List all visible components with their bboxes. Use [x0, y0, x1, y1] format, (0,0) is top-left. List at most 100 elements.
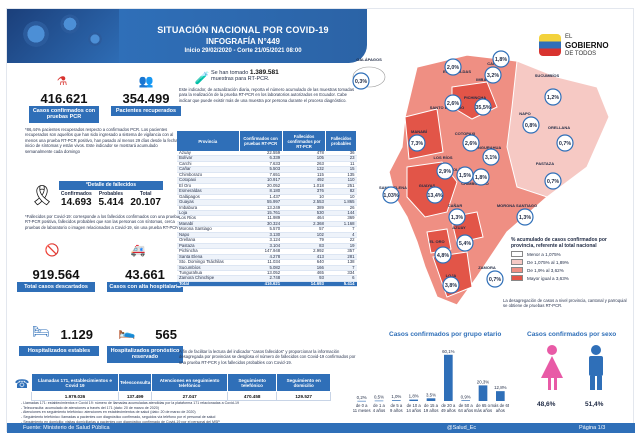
- amazon-region: [506, 60, 610, 198]
- age-bar: [426, 398, 436, 401]
- male-percent: 51,4%: [585, 401, 604, 408]
- hosp-stable-label: Hospitalizados estables: [19, 346, 99, 357]
- province-value: 7: [325, 265, 357, 272]
- province-percent-bubble: 0,3%: [352, 72, 370, 90]
- province-name: Chimborazo: [177, 172, 239, 179]
- percent-circle: [436, 162, 454, 180]
- province-value: 1.865: [325, 199, 357, 206]
- province-value: 8.180: [239, 188, 283, 195]
- infographic: SITUACIÓN NACIONAL POR COVID-19 INFOGRAF…: [6, 8, 635, 433]
- hosp-reserved-label: Hospitalizados pronóstico reservado: [107, 346, 183, 363]
- percent-text: 0,7%: [547, 179, 559, 185]
- province-percent-bubble: 3,1%: [482, 148, 500, 166]
- province-name: Sto. Domingo Tsáchilas: [177, 259, 239, 266]
- province-value: 11.034: [239, 259, 283, 266]
- province-name: Bolívar: [177, 156, 239, 162]
- province-value: 23: [325, 156, 357, 162]
- percent-circle: [462, 134, 480, 152]
- table-row: Napo 3.130 102 4: [177, 232, 357, 239]
- table-row: Tungurahua 13.052 465 334: [177, 270, 357, 277]
- province-percent-bubble: 35,5%: [474, 98, 492, 116]
- percent-circle: [544, 88, 562, 106]
- age-category-label: de 50 a: [459, 403, 474, 408]
- province-value: 36: [325, 150, 357, 157]
- province-value: 2.748: [239, 275, 283, 282]
- age-bar: [374, 400, 384, 402]
- total-cell: 14.693: [282, 281, 326, 288]
- recovered-value: 354.499: [122, 91, 170, 106]
- province-value: 465: [282, 270, 326, 277]
- hospital-discharge-value: 43.661: [125, 267, 165, 282]
- province-name: Orellana: [177, 237, 239, 244]
- header-virus-banner: [7, 9, 127, 63]
- percent-circle: [442, 276, 460, 294]
- age-category-label: de 65 o: [476, 403, 491, 408]
- legend-item: Mayor igual a 3,63%: [511, 275, 627, 281]
- province-name: Esmeraldas: [177, 188, 239, 195]
- province-label: NAPO: [519, 111, 531, 116]
- table-row: Loja 15.761 530 144: [177, 210, 357, 217]
- table-row: Guayas 55.997 2.553 1.865: [177, 199, 357, 206]
- calls-value: 470.458: [226, 391, 278, 401]
- virus-icon: [21, 19, 51, 49]
- confirmed-cases-label: Casos confirmados con pruebas PCR: [29, 106, 99, 123]
- percent-circle: [448, 208, 466, 226]
- table-row: Esmeraldas 8.180 376 82: [177, 188, 357, 195]
- province-name: Manabí: [177, 221, 239, 228]
- table-row: Cotopaxi 10.917 492 110: [177, 177, 357, 184]
- age-category-label: años: [496, 408, 505, 413]
- age-bar-value: 12,8%: [494, 385, 507, 390]
- header: SITUACIÓN NACIONAL POR COVID-19 INFOGRAF…: [7, 9, 367, 63]
- calls-col-header: Seguimiento telefónico: [226, 373, 278, 392]
- province-percent-bubble: 1,8%: [492, 50, 510, 68]
- age-bar: [392, 400, 401, 401]
- age-bar: [444, 354, 453, 401]
- legend-swatch: [511, 275, 523, 281]
- province-col-header: Provincia: [177, 131, 240, 151]
- hospital-discharge-stat: 43.661 Casos con alta hospitalaria: [107, 267, 183, 293]
- deaths-total-value: 20.107: [130, 197, 161, 208]
- age-bar: [409, 399, 418, 401]
- deaths-confirmed-value: 14.693: [61, 197, 92, 208]
- legend-swatch: [511, 267, 523, 273]
- province-name: Pastaza: [177, 243, 239, 250]
- deaths-header: Total: [139, 191, 152, 197]
- province-name: Zamora Chinchipe: [177, 275, 239, 282]
- province-value: 478: [282, 150, 326, 157]
- table-row: Galápagos 1.437 10 10: [177, 194, 357, 201]
- percent-circle: [382, 186, 400, 204]
- sample-tubes-icon: 🧪: [194, 71, 210, 85]
- government-logo: EL GOBIERNO DE TODOS: [539, 31, 629, 61]
- province-value: 413: [282, 254, 326, 261]
- province-name: Santa Elena: [177, 254, 239, 261]
- ecuador-province-map: GALÁPAGOSESMERALDASCARCHIIMBABURASUCUMBÍ…: [352, 50, 610, 306]
- bottom-note: - Atenciones en seguimiento telefónico: …: [21, 410, 196, 415]
- province-name: Carchi: [177, 161, 239, 168]
- age-category-label: 4 años: [373, 408, 386, 413]
- discarded-label: Total casos descartados: [17, 282, 95, 293]
- calls-col-header: Llamadas 171, establecimientos e Covid 1…: [31, 373, 119, 392]
- age-bar-value: 60,1%: [442, 349, 455, 354]
- legend-swatch: [511, 259, 523, 265]
- province-value: 11: [325, 161, 357, 168]
- province-value: 2.553: [282, 199, 326, 206]
- province-value: 334: [325, 270, 357, 277]
- page-title: SITUACIÓN NACIONAL POR COVID-19: [157, 25, 329, 35]
- age-category-label: más años: [474, 408, 492, 413]
- province-name: Los Ríos: [177, 216, 239, 222]
- confirmed-col-header: Confirmados con pruebas RT-PCR: [239, 131, 283, 151]
- table-row: Pastaza 3.104 83 19: [177, 243, 357, 250]
- province-percent-bubble: 1,8%: [472, 168, 490, 186]
- province-value: 7.651: [239, 172, 283, 179]
- province-value: 6: [325, 275, 357, 282]
- percent-text: 0,3%: [355, 79, 367, 85]
- province-percent-bubble: 2,0%: [444, 58, 462, 76]
- legend-label: Mayor igual a 3,63%: [527, 275, 569, 281]
- province-percent-bubble: 0,7%: [544, 172, 562, 190]
- discarded-cases-icon: 🚫: [44, 243, 60, 257]
- percent-text: 5,4%: [459, 241, 471, 247]
- province-value: 79: [282, 237, 326, 244]
- province-label: GUAYAS: [419, 183, 436, 188]
- province-value: 7: [325, 226, 357, 233]
- province-label: COTOPAXI: [455, 131, 476, 136]
